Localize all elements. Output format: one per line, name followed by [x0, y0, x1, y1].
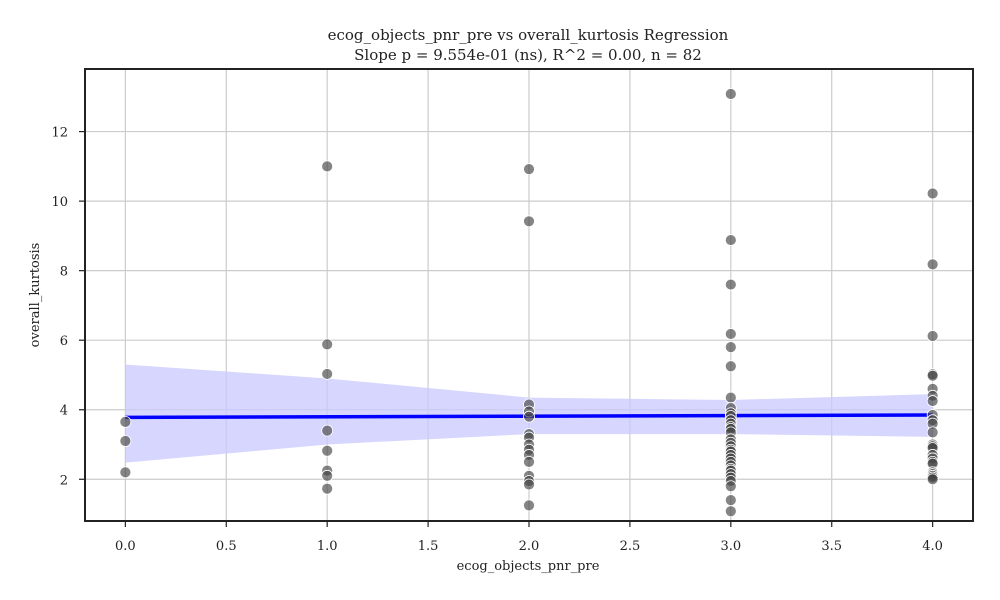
scatter-point — [724, 505, 737, 518]
y-tick-label: 6 — [60, 334, 68, 349]
scatter-point — [119, 466, 132, 479]
scatter-point — [926, 369, 939, 382]
x-tick-label: 4.0 — [922, 539, 943, 554]
scatter-point — [724, 341, 737, 354]
scatter-point — [321, 482, 334, 495]
scatter-point — [523, 455, 535, 468]
x-tick-label: 1.5 — [418, 539, 439, 554]
scatter-point — [926, 258, 939, 271]
scatter-point — [724, 328, 737, 340]
x-tick-label: 1.0 — [317, 539, 338, 554]
y-tick-label: 8 — [60, 265, 68, 280]
scatter-point — [523, 410, 535, 423]
scatter-point — [119, 435, 132, 447]
scatter-point — [724, 88, 737, 100]
scatter-point — [724, 480, 737, 493]
y-tick-label: 12 — [51, 126, 68, 141]
scatter-point — [321, 444, 334, 457]
scatter-point — [926, 426, 939, 439]
scatter-point — [321, 469, 334, 482]
x-tick-label: 2.0 — [519, 539, 540, 554]
scatter-point — [724, 234, 737, 246]
x-axis-label: ecog_objects_pnr_pre — [457, 559, 600, 574]
scatter-point — [321, 368, 334, 380]
y-tick-label: 4 — [60, 404, 68, 419]
scatter-point — [724, 494, 737, 507]
scatter-point — [321, 338, 334, 351]
scatter-point — [523, 478, 535, 491]
scatter-point — [523, 499, 535, 512]
y-axis-ticks: 2 4 6 8 10 12 — [51, 126, 85, 488]
y-axis-label: overall_kurtosis — [28, 243, 43, 348]
y-tick-label: 10 — [51, 195, 68, 210]
chart-title: ecog_objects_pnr_pre vs overall_kurtosis… — [328, 26, 729, 44]
x-tick-label: 0.5 — [216, 539, 237, 554]
scatter-point — [321, 160, 334, 173]
scatter-point — [119, 416, 132, 428]
scatter-point — [321, 424, 334, 437]
scatter-point — [926, 187, 939, 200]
scatter-point — [724, 360, 737, 373]
scatter-point — [926, 473, 939, 486]
x-tick-label: 0.0 — [115, 539, 136, 554]
chart-subtitle: Slope p = 9.554e-01 (ns), R^2 = 0.00, n … — [354, 46, 702, 64]
x-axis-ticks: 0.0 0.5 1.0 1.5 2.0 2.5 3.0 3.5 4.0 — [115, 521, 943, 554]
scatter-point — [724, 391, 737, 404]
scatter-points — [119, 88, 939, 518]
y-tick-label: 2 — [60, 473, 68, 488]
scatter-point — [724, 278, 737, 291]
x-tick-label: 2.5 — [620, 539, 641, 554]
x-tick-label: 3.5 — [821, 539, 842, 554]
scatter-point — [926, 330, 939, 342]
scatter-point — [523, 163, 535, 176]
x-tick-label: 3.0 — [720, 539, 741, 554]
scatter-point — [523, 215, 535, 228]
scatter-point — [926, 395, 939, 407]
